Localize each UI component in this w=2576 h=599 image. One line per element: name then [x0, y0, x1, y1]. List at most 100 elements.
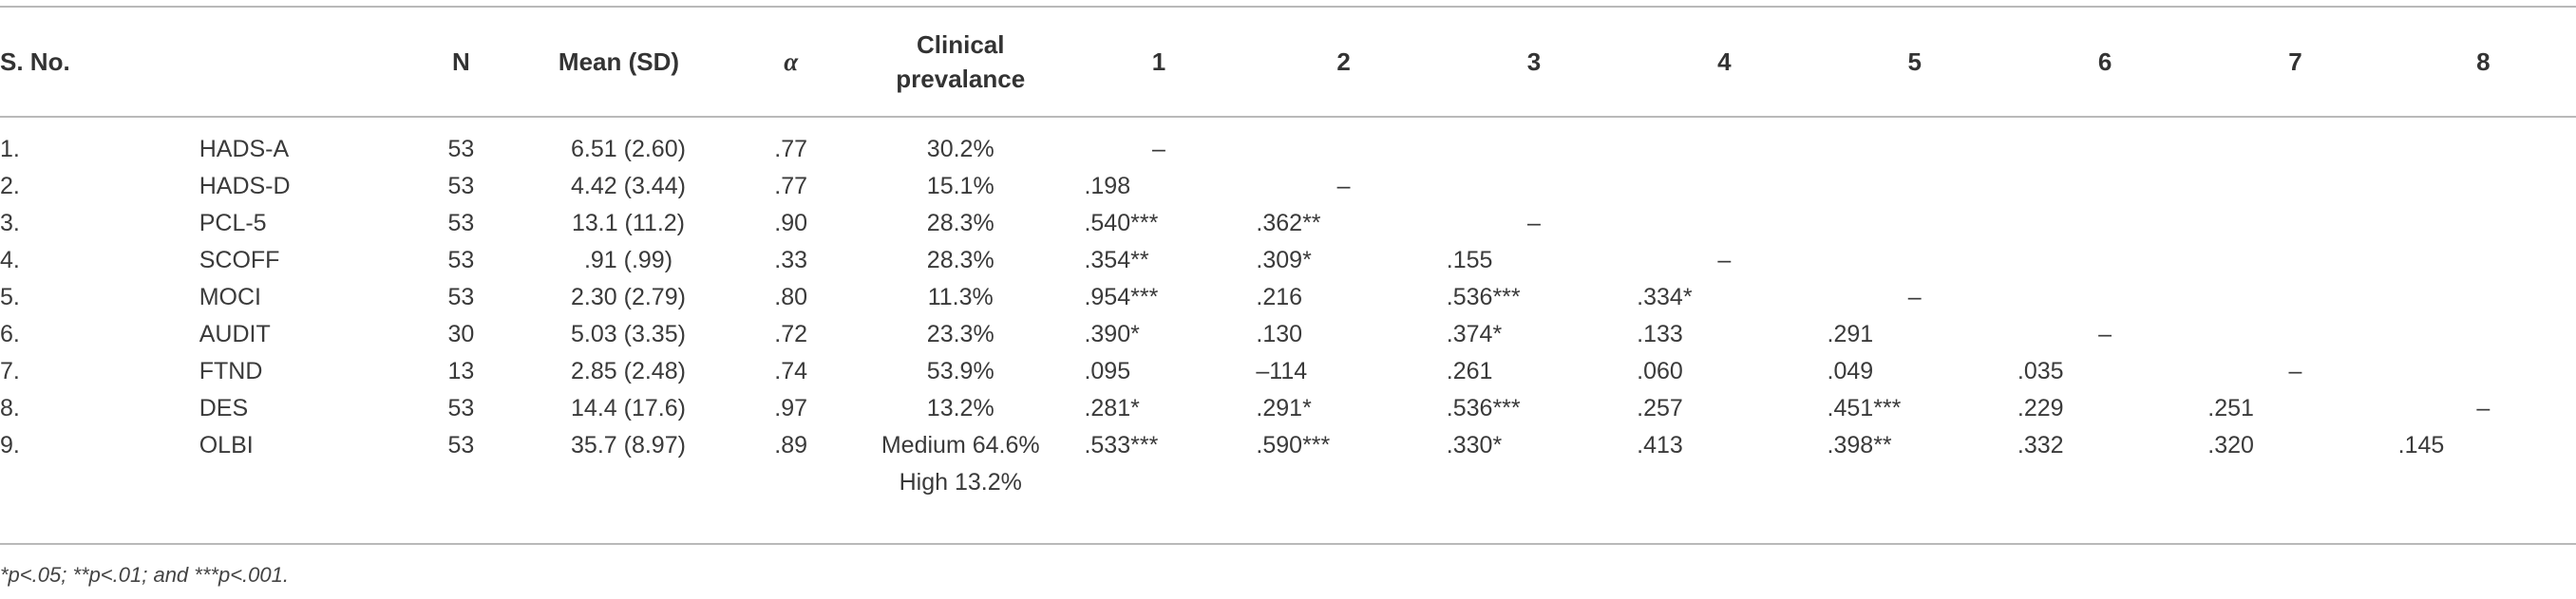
correlation-cell: .257 [1637, 395, 1683, 421]
correlation-cell [1820, 464, 2010, 501]
correlation-cell [1629, 131, 1819, 168]
row-sno: 2. [0, 173, 20, 199]
table-row: High 13.2% [0, 464, 2576, 501]
row-n: 53 [447, 173, 475, 199]
row-alpha: .77 [774, 136, 808, 162]
correlation-cell [1629, 205, 1819, 242]
correlation-cell [1820, 131, 2010, 168]
table-row: 2. HADS-D 53 4.42 (3.44) .77 15.1% .198 – [0, 168, 2576, 205]
row-sno: 6. [0, 321, 20, 347]
row-mean-sd: 2.85 (2.48) [571, 358, 686, 384]
header-alpha: α [784, 47, 799, 76]
correlation-cell [1248, 131, 1438, 168]
correlation-cell: .362** [1256, 210, 1321, 236]
correlation-cell [2010, 168, 2200, 205]
row-measure [199, 464, 414, 501]
correlation-cell: .281* [1084, 395, 1140, 421]
correlation-cell [1439, 131, 1629, 168]
correlation-cell: .229 [2017, 395, 2064, 421]
header-col: 5 [1907, 47, 1922, 76]
row-n: 53 [447, 136, 475, 162]
correlation-cell [2200, 205, 2390, 242]
row-sno: 1. [0, 136, 20, 162]
correlation-cell: – [1336, 173, 1351, 199]
correlation-cell: .536*** [1446, 284, 1521, 310]
row-mean-sd: 2.30 (2.79) [571, 284, 686, 310]
correlation-cell: .261 [1446, 358, 1493, 384]
row-mean-sd: 35.7 (8.97) [571, 432, 686, 459]
table-row: 9. OLBI 53 35.7 (8.97) .89 Medium 64.6% .533**… [0, 427, 2576, 464]
row-mean-sd: 4.42 (3.44) [571, 173, 686, 199]
row-n: 53 [447, 395, 475, 421]
correlation-cell: .954*** [1084, 284, 1159, 310]
table-body: 1. HADS-A 53 6.51 (2.60) .77 30.2% – 2. HADS-D 53… [0, 116, 2576, 501]
correlation-cell: .536*** [1446, 395, 1521, 421]
correlation-cell: .145 [2397, 432, 2445, 459]
row-measure: HADS-A [199, 136, 290, 162]
correlation-cell [1069, 464, 1248, 501]
table-top-rule [0, 6, 2576, 8]
correlation-cell [1439, 168, 1629, 205]
row-alpha [729, 464, 852, 501]
correlation-cell [1629, 168, 1819, 205]
correlation-cell [1820, 242, 2010, 279]
correlation-cell: .095 [1084, 358, 1131, 384]
correlation-cell: .216 [1256, 284, 1303, 310]
spacer-cell [0, 116, 2576, 131]
row-clinical-prevalance: 15.1% [926, 173, 994, 199]
correlation-cell: .049 [1827, 358, 1874, 384]
row-n: 53 [447, 284, 475, 310]
correlation-cell [2391, 353, 2576, 390]
header-sno: S. No. [0, 47, 70, 76]
correlation-cell: .332 [2017, 432, 2064, 459]
correlation-cell [1820, 205, 2010, 242]
correlation-cell: – [1527, 210, 1541, 236]
row-measure: SCOFF [199, 247, 280, 273]
row-n: 53 [447, 247, 475, 273]
correlation-cell [1248, 464, 1438, 501]
correlation-cell: .035 [2017, 358, 2064, 384]
correlation-cell: .155 [1446, 247, 1493, 273]
row-measure: AUDIT [199, 321, 271, 347]
correlation-cell [2200, 168, 2390, 205]
row-mean-sd: 5.03 (3.35) [571, 321, 686, 347]
row-mean-sd: 6.51 (2.60) [571, 136, 686, 162]
row-n [414, 464, 508, 501]
table-header-rule [0, 116, 2576, 118]
correlation-cell: –114 [1256, 358, 1308, 384]
row-clinical-prevalance: 30.2% [926, 136, 994, 162]
correlation-cell: .451*** [1827, 395, 1902, 421]
correlation-cell: .309* [1256, 247, 1312, 273]
correlation-cell: .533*** [1084, 432, 1159, 459]
correlation-cell [2391, 316, 2576, 353]
row-measure: FTND [199, 358, 263, 384]
header-clinical-line2: prevalance [896, 65, 1026, 93]
correlation-cell: – [2288, 358, 2302, 384]
row-sno: 5. [0, 284, 20, 310]
correlation-cell [2391, 464, 2576, 501]
correlation-cell [2010, 131, 2200, 168]
table-spacer [0, 116, 2576, 131]
row-sno: 4. [0, 247, 20, 273]
row-alpha: .80 [774, 284, 808, 310]
table-bottom-rule [0, 543, 2576, 545]
row-measure: OLBI [199, 432, 254, 459]
correlation-table: S. No. N Mean (SD) α Clinical prevalance … [0, 8, 2576, 501]
row-measure: DES [199, 395, 249, 421]
row-sno: 7. [0, 358, 20, 384]
correlation-cell: – [2098, 321, 2112, 347]
correlation-cell [2200, 464, 2390, 501]
correlation-cell [2391, 242, 2576, 279]
row-clinical-prevalance: 28.3% [926, 247, 994, 273]
row-alpha: .77 [774, 173, 808, 199]
row-n: 53 [447, 432, 475, 459]
correlation-cell: .334* [1637, 284, 1693, 310]
correlation-cell [2200, 242, 2390, 279]
header-mean-sd: Mean (SD) [558, 47, 680, 76]
correlation-cell: – [1717, 247, 1732, 273]
table-header: S. No. N Mean (SD) α Clinical prevalance … [0, 8, 2576, 116]
correlation-cell: .330* [1446, 432, 1503, 459]
correlation-cell: .590*** [1256, 432, 1331, 459]
row-clinical-prevalance: 23.3% [926, 321, 994, 347]
correlation-cell: .390* [1084, 321, 1140, 347]
